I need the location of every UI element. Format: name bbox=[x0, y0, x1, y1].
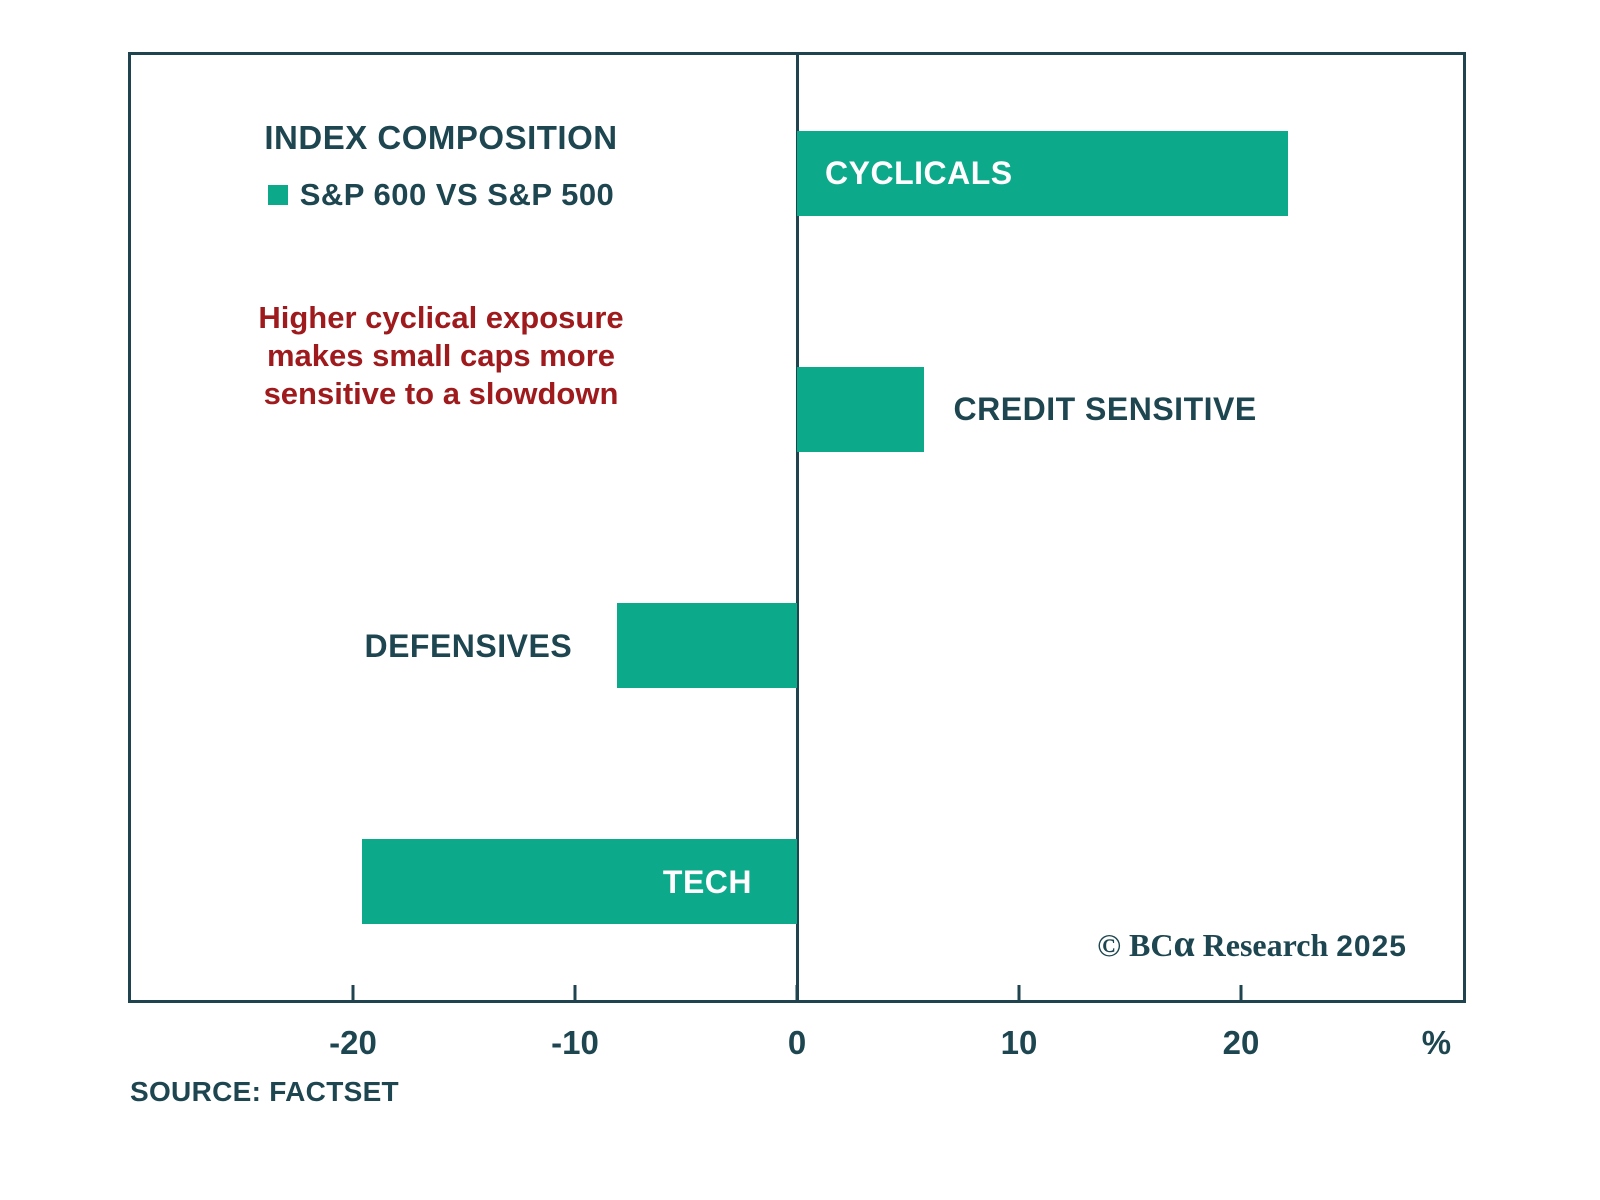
annotation: Higher cyclical exposure makes small cap… bbox=[191, 299, 691, 413]
copyright-suffix: Research bbox=[1194, 927, 1329, 963]
bar-label: TECH bbox=[662, 863, 752, 900]
x-tick-label: 20 bbox=[1222, 1024, 1260, 1061]
zero-axis-line bbox=[795, 55, 799, 1000]
x-axis-labels: % -20 -10 0 10 20 bbox=[131, 1021, 1463, 1065]
title-block: INDEX COMPOSITION S&P 600 VS S&P 500 bbox=[191, 119, 691, 213]
legend: S&P 600 VS S&P 500 bbox=[191, 177, 691, 213]
copyright: © BCα Research 2025 bbox=[1097, 925, 1407, 964]
copyright-alpha-glyph: α bbox=[1173, 923, 1195, 965]
legend-swatch-icon bbox=[267, 185, 288, 205]
copyright-year: 2025 bbox=[1336, 930, 1407, 963]
annotation-line-2: makes small caps more bbox=[266, 338, 616, 373]
bar-label: DEFENSIVES bbox=[364, 627, 573, 664]
tick-mark bbox=[351, 985, 355, 1000]
tick-mark bbox=[1239, 985, 1243, 1000]
bar-cyclicals bbox=[797, 130, 1288, 216]
x-tick-label: -10 bbox=[551, 1024, 599, 1061]
legend-label: S&P 600 VS S&P 500 bbox=[299, 177, 615, 212]
bar-tech bbox=[361, 839, 797, 925]
x-tick-label: 10 bbox=[1000, 1024, 1038, 1061]
x-axis-unit: % bbox=[1421, 1024, 1452, 1061]
tick-mark bbox=[1017, 985, 1021, 1000]
bar-defensives bbox=[617, 603, 797, 689]
bar-credit-sensitive bbox=[797, 366, 924, 452]
tick-mark bbox=[573, 985, 577, 1000]
bar-label: CREDIT SENSITIVE bbox=[953, 391, 1257, 428]
plot-area: CYCLICALS CREDIT SENSITIVE DEFENSIVES TECH … bbox=[128, 52, 1466, 1003]
x-tick-label: -20 bbox=[329, 1024, 377, 1061]
bar-label: CYCLICALS bbox=[825, 155, 1013, 192]
ticks-layer bbox=[131, 55, 1463, 1000]
source-note: SOURCE: FACTSET bbox=[130, 1076, 399, 1107]
annotation-line-1: Higher cyclical exposure bbox=[258, 300, 624, 335]
annotation-line-3: sensitive to a slowdown bbox=[263, 376, 619, 411]
copyright-prefix: © BC bbox=[1097, 927, 1174, 963]
bars-layer: CYCLICALS CREDIT SENSITIVE DEFENSIVES TECH bbox=[131, 55, 1463, 1000]
x-tick-label: 0 bbox=[787, 1024, 807, 1061]
tick-mark bbox=[795, 985, 799, 1000]
chart-title: INDEX COMPOSITION bbox=[264, 119, 618, 156]
